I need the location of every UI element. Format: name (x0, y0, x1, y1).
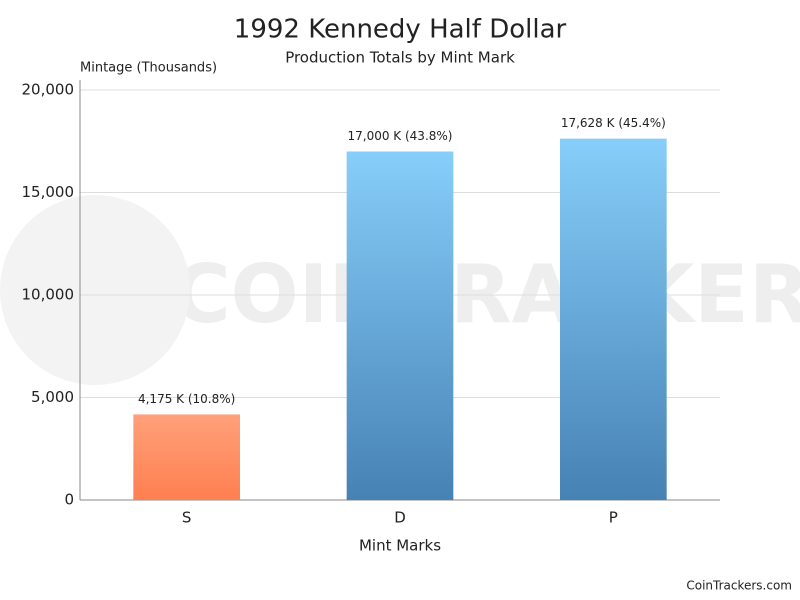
watermark: COINTRACKERS (172, 248, 800, 341)
y-tick-label: 10,000 (22, 286, 75, 304)
bar (560, 138, 667, 500)
x-tick-label: D (394, 509, 406, 527)
y-tick-label: 5,000 (31, 388, 74, 406)
chart-subtitle: Production Totals by Mint Mark (285, 49, 515, 67)
footer: CoinTrackers.com (686, 579, 792, 593)
bar (133, 414, 240, 500)
data-label: 4,175 K (10.8%) (138, 392, 235, 406)
data-label: 17,000 K (43.8%) (348, 129, 453, 143)
bar (346, 151, 454, 500)
watermark-logo (0, 195, 190, 385)
y-tick-label: 15,000 (22, 183, 75, 201)
x-tick-label: P (609, 509, 618, 527)
data-label: 17,628 K (45.4%) (561, 116, 666, 130)
y-axis-title: Mintage (Thousands) (80, 61, 217, 76)
x-axis-title: Mint Marks (359, 537, 441, 555)
y-tick-label: 0 (64, 491, 74, 509)
chart-title: 1992 Kennedy Half Dollar (234, 15, 567, 45)
x-tick-label: S (182, 509, 192, 527)
y-tick-label: 20,000 (22, 81, 75, 99)
